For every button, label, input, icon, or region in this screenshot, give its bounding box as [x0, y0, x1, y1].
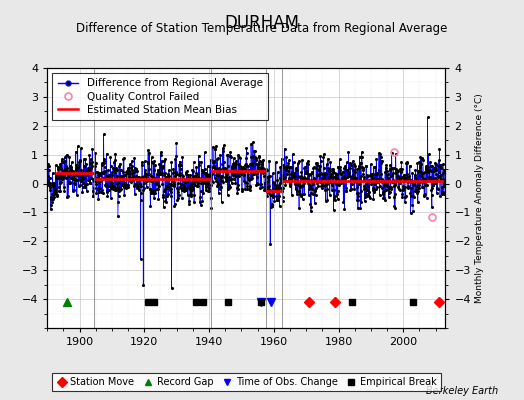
Legend: Station Move, Record Gap, Time of Obs. Change, Empirical Break: Station Move, Record Gap, Time of Obs. C…: [52, 373, 441, 391]
Text: Difference of Station Temperature Data from Regional Average: Difference of Station Temperature Data f…: [77, 22, 447, 35]
Y-axis label: Monthly Temperature Anomaly Difference (°C): Monthly Temperature Anomaly Difference (…: [475, 93, 484, 303]
Legend: Difference from Regional Average, Quality Control Failed, Estimated Station Mean: Difference from Regional Average, Qualit…: [52, 73, 268, 120]
Text: Berkeley Earth: Berkeley Earth: [425, 386, 498, 396]
Text: DURHAM: DURHAM: [224, 14, 300, 32]
